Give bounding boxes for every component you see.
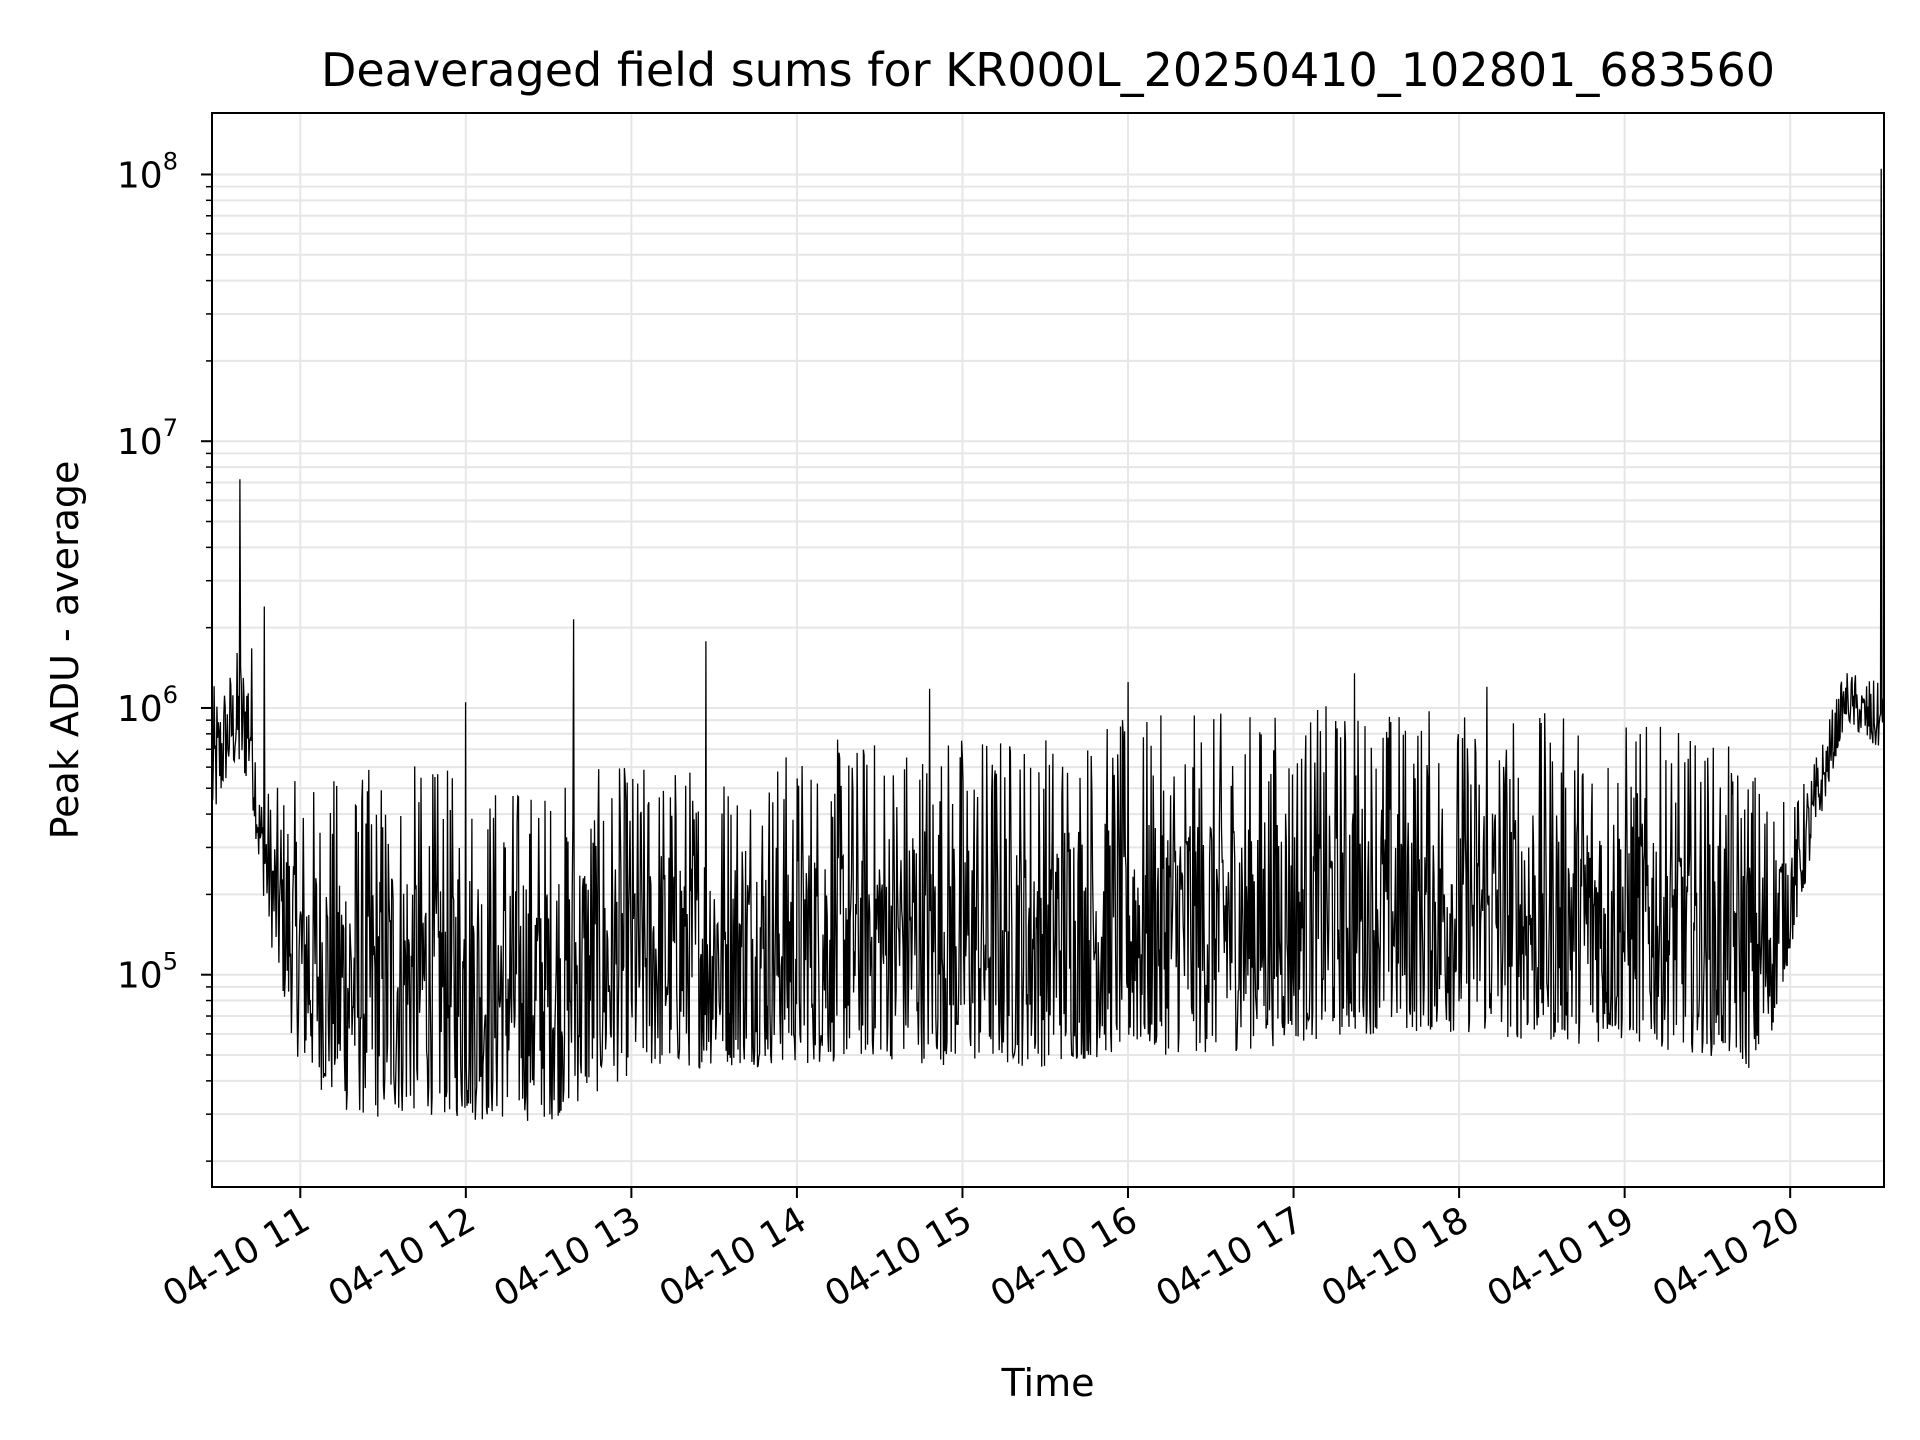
- y-axis-label: Peak ADU - average: [43, 461, 87, 840]
- y-tick-label: 105: [117, 948, 178, 997]
- data-layer: [211, 168, 1885, 1121]
- chart-title: Deaveraged field sums for KR000L_2025041…: [321, 43, 1775, 97]
- plot-frame: [211, 112, 1885, 1188]
- series-line: [211, 168, 1885, 1121]
- x-axis-label: Time: [1001, 1361, 1095, 1405]
